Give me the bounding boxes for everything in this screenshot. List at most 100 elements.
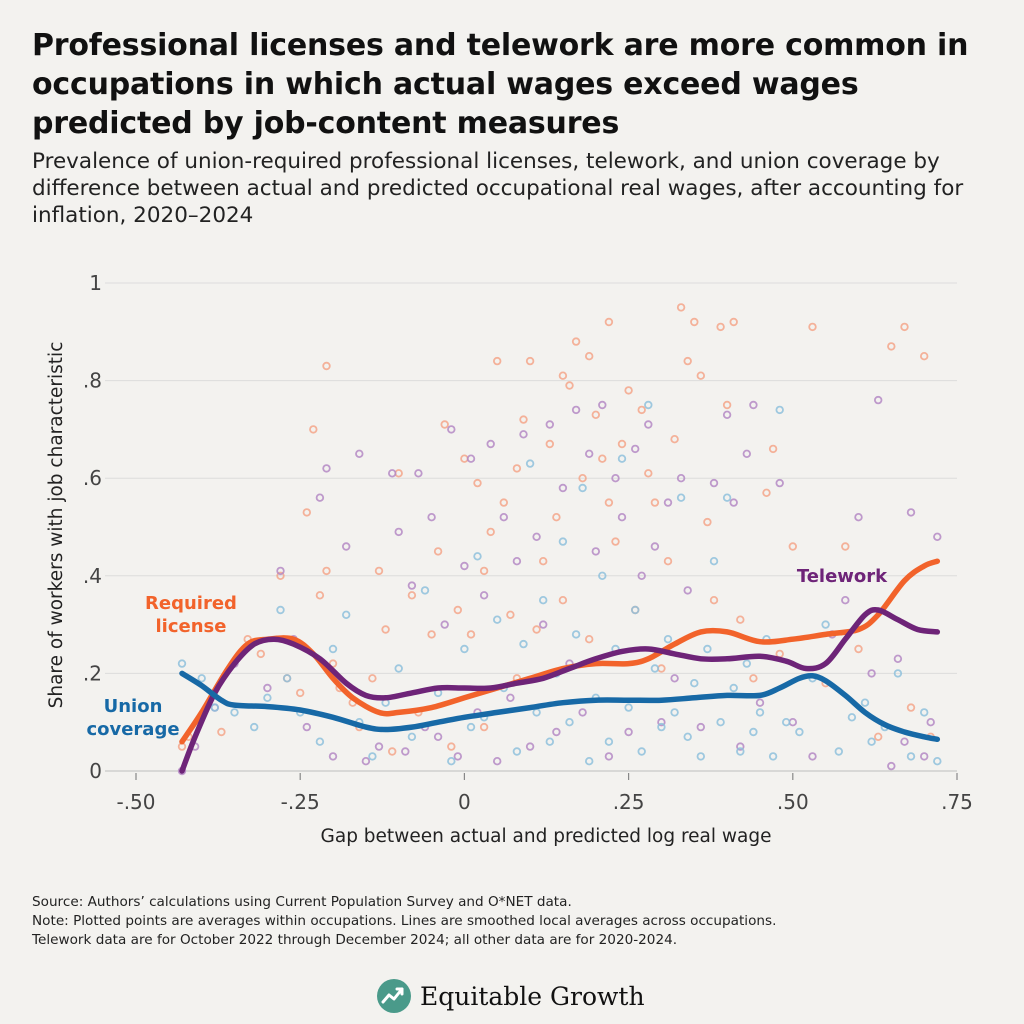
point-required-license [493, 356, 502, 366]
point-telework [709, 478, 719, 488]
point-telework [611, 474, 620, 483]
point-telework [926, 718, 935, 727]
point-required-license [486, 527, 495, 537]
point-required-license [729, 317, 738, 327]
point-required-license [920, 352, 929, 361]
point-telework [407, 581, 417, 590]
point-telework [900, 737, 909, 746]
line-union-coverage [179, 670, 941, 743]
point-telework [525, 742, 535, 751]
point-telework [440, 620, 449, 629]
point-union-coverage [512, 747, 522, 756]
point-union-coverage [571, 630, 581, 639]
point-union-coverage [447, 757, 456, 766]
point-required-license [637, 405, 646, 415]
point-telework [401, 747, 410, 756]
point-required-license [565, 381, 574, 390]
point-required-license [841, 542, 850, 551]
line-telework [179, 606, 941, 774]
point-required-license [571, 337, 581, 346]
y-tick-label: .2 [83, 661, 102, 685]
point-union-coverage [276, 605, 285, 615]
point-union-coverage [722, 493, 732, 502]
point-telework [355, 449, 364, 458]
point-telework [663, 498, 673, 507]
point-union-coverage [736, 747, 745, 756]
x-tick-label: .50 [777, 790, 809, 814]
footnotes: Source: Authors’ calculations using Curr… [32, 893, 1012, 950]
point-telework [874, 395, 883, 405]
point-required-license [558, 596, 568, 605]
point-telework [637, 571, 646, 580]
point-telework [788, 718, 797, 727]
point-required-license [473, 478, 482, 488]
point-telework [729, 498, 738, 507]
point-union-coverage [933, 757, 942, 766]
point-union-coverage [368, 752, 377, 761]
point-union-coverage [328, 644, 338, 654]
point-union-coverage [670, 708, 679, 717]
point-union-coverage [690, 679, 699, 688]
point-required-license [447, 742, 456, 751]
point-telework [867, 669, 876, 678]
y-tick-label: .4 [83, 564, 102, 588]
point-union-coverage [696, 752, 705, 761]
point-required-license [296, 688, 305, 698]
point-telework [394, 527, 403, 537]
point-required-license [388, 747, 397, 756]
point-required-license [709, 596, 719, 605]
point-union-coverage [657, 722, 666, 732]
chart-subtitle: Prevalence of union-required professiona… [32, 149, 964, 228]
growth-arrow-icon [377, 979, 411, 1013]
series-label-telework: Telework [797, 566, 888, 587]
point-union-coverage [637, 747, 646, 756]
point-union-coverage [466, 722, 476, 732]
point-required-license [322, 361, 331, 371]
point-telework [322, 464, 331, 473]
point-required-license [552, 513, 561, 522]
point-required-license [217, 727, 226, 737]
point-telework [388, 469, 397, 478]
point-telework [854, 513, 863, 522]
series-label-required-license: Required [145, 593, 237, 614]
point-union-coverage [893, 669, 903, 678]
point-required-license [854, 644, 863, 654]
point-required-license [808, 322, 817, 332]
point-union-coverage [473, 552, 482, 561]
point-required-license [585, 635, 594, 644]
point-required-license [604, 498, 614, 507]
point-union-coverage [631, 605, 640, 615]
point-required-license [322, 566, 331, 576]
point-union-coverage [263, 693, 272, 702]
point-required-license [670, 435, 679, 444]
point-required-license [644, 469, 653, 478]
point-union-coverage [676, 493, 686, 502]
point-union-coverage [460, 644, 469, 654]
point-required-license [315, 591, 325, 600]
point-telework [342, 542, 351, 551]
point-union-coverage [585, 757, 594, 766]
point-telework [263, 683, 272, 693]
telework-note: Telework data are for October 2022 throu… [32, 932, 678, 948]
point-telework [499, 513, 508, 522]
point-telework [585, 449, 594, 458]
point-union-coverage [867, 737, 876, 746]
point-required-license [525, 356, 535, 366]
point-telework [427, 513, 436, 522]
point-telework [808, 752, 817, 761]
point-required-license [479, 722, 489, 732]
point-telework [887, 761, 896, 771]
point-required-license [479, 566, 489, 576]
x-tick-label: -.50 [116, 790, 155, 814]
point-required-license [874, 732, 883, 741]
point-required-license [276, 571, 285, 580]
point-required-license [749, 674, 758, 683]
point-telework [755, 698, 765, 707]
point-required-license [460, 454, 469, 463]
point-required-license [703, 517, 712, 527]
point-telework [512, 557, 522, 566]
point-union-coverage [342, 610, 351, 619]
point-required-license [578, 474, 587, 483]
point-union-coverage [624, 703, 633, 712]
